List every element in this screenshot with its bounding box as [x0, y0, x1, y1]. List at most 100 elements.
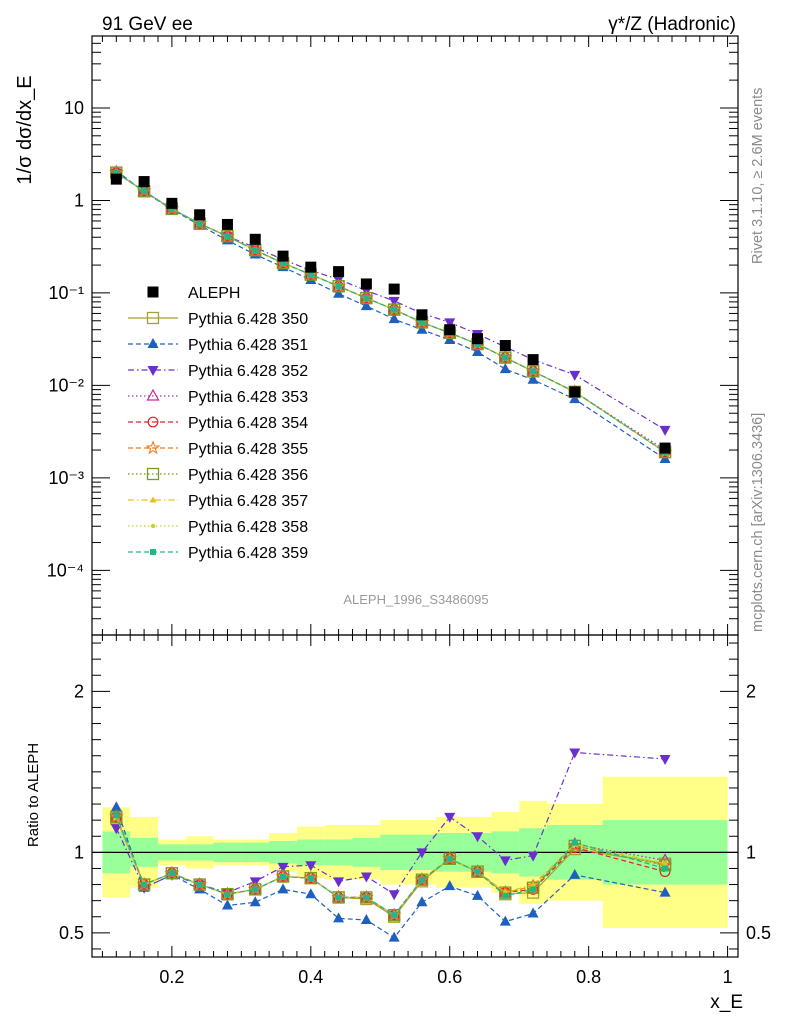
- data-point: [388, 283, 400, 295]
- legend-entry: Pythia 6.428 350: [128, 311, 308, 328]
- legend-label: Pythia 6.428 351: [188, 337, 308, 354]
- data-point: [333, 266, 345, 278]
- legend-entry: Pythia 6.428 354: [128, 415, 308, 432]
- series-point: [499, 363, 511, 374]
- y-tick-label: 10⁻³: [48, 468, 84, 488]
- y-tick-label: 10⁻⁴: [47, 560, 84, 580]
- main-ylabel-text: 1/σ dσ/dx_E: [14, 75, 36, 184]
- ratio-point: [113, 812, 120, 819]
- x-tick-label: 0.4: [298, 967, 323, 987]
- series-point: [307, 271, 314, 278]
- ratio-point: [249, 896, 261, 907]
- ratio-point: [569, 868, 581, 879]
- series-point: [526, 365, 540, 378]
- data-point: [569, 386, 581, 398]
- legend-entry: ALEPH: [147, 285, 240, 302]
- data-point: [249, 233, 261, 245]
- ratio-point: [446, 855, 453, 862]
- ratio-xlabel: x_E: [710, 992, 743, 1013]
- ratio-point: [527, 907, 539, 918]
- ratio-point: [391, 912, 398, 919]
- series-point: [360, 291, 373, 305]
- ratio-point: [110, 824, 122, 835]
- series-point: [360, 300, 372, 311]
- data-point: [194, 209, 206, 221]
- legend-entry: Pythia 6.428 358: [128, 519, 308, 536]
- ratio-point: [137, 878, 151, 891]
- ratio-point: [333, 912, 345, 923]
- ratio-point: [110, 810, 123, 824]
- data-point: [360, 278, 372, 290]
- header-right: γ*/Z (Hadronic): [608, 14, 736, 35]
- x-tick-label: 0.6: [437, 967, 462, 987]
- ratio-point: [305, 888, 317, 899]
- ratio-y-tick-label: 0.5: [59, 923, 84, 943]
- series-point: [659, 425, 671, 436]
- watermark: ALEPH_1996_S3486095: [343, 592, 488, 607]
- ratio-point: [335, 894, 342, 901]
- ratio-point: [569, 748, 581, 759]
- y-tick-label: 10⁻¹: [48, 283, 84, 303]
- x-tick-label: 1: [723, 967, 733, 987]
- ratio-point: [530, 886, 537, 893]
- legend-entry: Pythia 6.428 352: [128, 363, 308, 380]
- legend-entry: Pythia 6.428 355: [128, 440, 308, 458]
- ratio-point: [388, 908, 401, 922]
- ratio-point: [249, 883, 262, 896]
- legend-marker: [147, 338, 159, 348]
- legend-marker: [146, 311, 160, 325]
- ratio-point: [224, 891, 231, 898]
- legend-label: Pythia 6.428 359: [188, 545, 308, 562]
- ratio-point: [108, 809, 124, 824]
- main-series: [108, 164, 673, 464]
- series-line: [115, 170, 666, 460]
- ratio-point: [277, 862, 289, 873]
- ratio-point: [499, 856, 511, 867]
- series-point: [499, 351, 512, 364]
- legend-label: Pythia 6.428 352: [188, 363, 308, 380]
- legend-entry: Pythia 6.428 356: [128, 467, 308, 484]
- legend-entry: Pythia 6.428 353: [128, 388, 308, 406]
- mcplots-label: mcplots.cern.ch [arXiv:1306.3436]: [750, 413, 766, 632]
- ratio-point: [472, 832, 484, 843]
- ratio-y-tick-label-right: 1: [746, 842, 756, 862]
- legend-label: Pythia 6.428 350: [188, 311, 308, 328]
- ratio-point: [499, 915, 511, 926]
- legend-label: Pythia 6.428 353: [188, 389, 308, 406]
- ratio-point: [277, 883, 289, 894]
- legend-marker: [150, 523, 156, 529]
- legend-marker: [150, 549, 156, 555]
- legend-marker: [147, 416, 159, 428]
- legend-marker: [149, 496, 157, 503]
- ratio-series-10: [113, 812, 669, 919]
- ratio-point: [571, 839, 578, 846]
- ratio-point: [363, 894, 370, 901]
- legend-label: ALEPH: [188, 285, 240, 302]
- ratio-point: [168, 870, 175, 877]
- ratio-point: [252, 886, 259, 893]
- ratio-point: [221, 888, 234, 901]
- data-point: [138, 176, 150, 188]
- series-point: [168, 205, 175, 212]
- series-point: [196, 220, 203, 227]
- series-point: [332, 280, 345, 293]
- ratio-point: [418, 876, 425, 883]
- data-point: [305, 261, 317, 273]
- ratio-y-tick-label-right: 0.5: [746, 923, 771, 943]
- data-point: [166, 197, 178, 209]
- ratio-y-tick-label-right: 2: [746, 681, 756, 701]
- y-tick-label: 1: [74, 190, 84, 210]
- ratio-line: [115, 807, 666, 939]
- series-point: [391, 306, 398, 313]
- ratio-point: [527, 851, 539, 862]
- ratio-point: [659, 886, 671, 897]
- series-point: [569, 370, 581, 381]
- series-point: [363, 295, 370, 302]
- ratio-point: [305, 861, 317, 872]
- series-point: [333, 287, 345, 298]
- legend: ALEPH Pythia 6.428 350 Pythia 6.428 351 Pyt…: [128, 285, 308, 562]
- ratio-point: [193, 878, 206, 891]
- series-point: [444, 318, 456, 329]
- legend-label: Pythia 6.428 356: [188, 467, 308, 484]
- series-point: [388, 313, 400, 324]
